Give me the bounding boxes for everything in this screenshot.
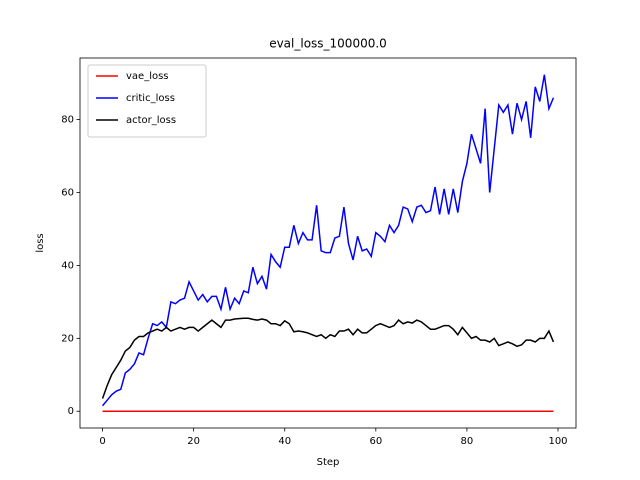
x-axis-label: Step — [317, 457, 340, 468]
legend-box — [87, 64, 207, 138]
x-tick-label: 20 — [187, 436, 200, 447]
x-tick-label: 80 — [461, 436, 474, 447]
y-tick-label: 60 — [61, 188, 74, 199]
y-tick-label: 20 — [61, 333, 74, 344]
y-tick-label: 80 — [61, 115, 74, 126]
y-tick-label: 40 — [61, 260, 74, 271]
y-tick-label: 0 — [68, 406, 74, 417]
legend-label: actor_loss — [126, 115, 176, 126]
x-tick-label: 40 — [278, 436, 291, 447]
chart-title: eval_loss_100000.0 — [269, 37, 387, 51]
legend-label: critic_loss — [126, 93, 175, 104]
plot-frame — [79, 57, 577, 429]
x-tick-label: 0 — [99, 436, 105, 447]
x-tick-label: 100 — [548, 436, 567, 447]
legend-label: vae_loss — [126, 71, 169, 82]
series-line — [101, 74, 555, 407]
x-tick-label: 60 — [369, 436, 382, 447]
series-line — [101, 317, 555, 399]
y-axis-label: loss — [35, 233, 46, 252]
